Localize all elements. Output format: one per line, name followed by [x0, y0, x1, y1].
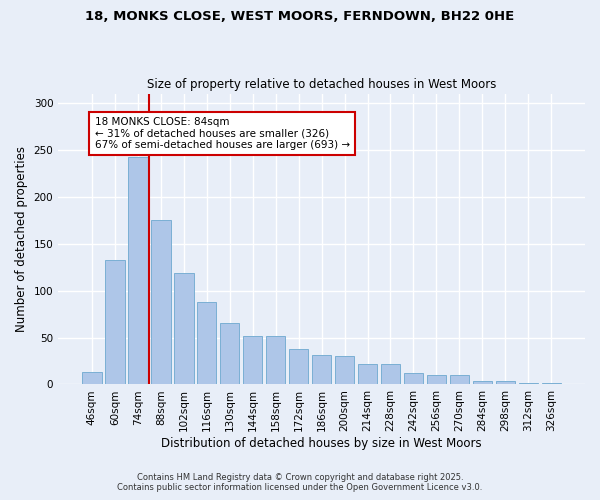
Bar: [427, 375, 446, 384]
Bar: [404, 373, 423, 384]
Bar: [449, 375, 469, 384]
Y-axis label: Number of detached properties: Number of detached properties: [15, 146, 28, 332]
Bar: [312, 356, 331, 384]
Bar: [289, 349, 308, 384]
Bar: [358, 364, 377, 384]
Bar: [496, 380, 515, 384]
Text: 18 MONKS CLOSE: 84sqm
← 31% of detached houses are smaller (326)
67% of semi-det: 18 MONKS CLOSE: 84sqm ← 31% of detached …: [95, 117, 350, 150]
Bar: [243, 336, 262, 384]
Bar: [266, 336, 286, 384]
Bar: [518, 382, 538, 384]
Bar: [542, 382, 561, 384]
X-axis label: Distribution of detached houses by size in West Moors: Distribution of detached houses by size …: [161, 437, 482, 450]
Title: Size of property relative to detached houses in West Moors: Size of property relative to detached ho…: [147, 78, 496, 91]
Bar: [197, 302, 217, 384]
Bar: [128, 158, 148, 384]
Bar: [151, 220, 170, 384]
Bar: [220, 324, 239, 384]
Bar: [105, 260, 125, 384]
Text: 18, MONKS CLOSE, WEST MOORS, FERNDOWN, BH22 0HE: 18, MONKS CLOSE, WEST MOORS, FERNDOWN, B…: [85, 10, 515, 23]
Bar: [335, 356, 355, 384]
Bar: [82, 372, 101, 384]
Text: Contains HM Land Registry data © Crown copyright and database right 2025.
Contai: Contains HM Land Registry data © Crown c…: [118, 473, 482, 492]
Bar: [381, 364, 400, 384]
Bar: [473, 380, 492, 384]
Bar: [174, 273, 194, 384]
